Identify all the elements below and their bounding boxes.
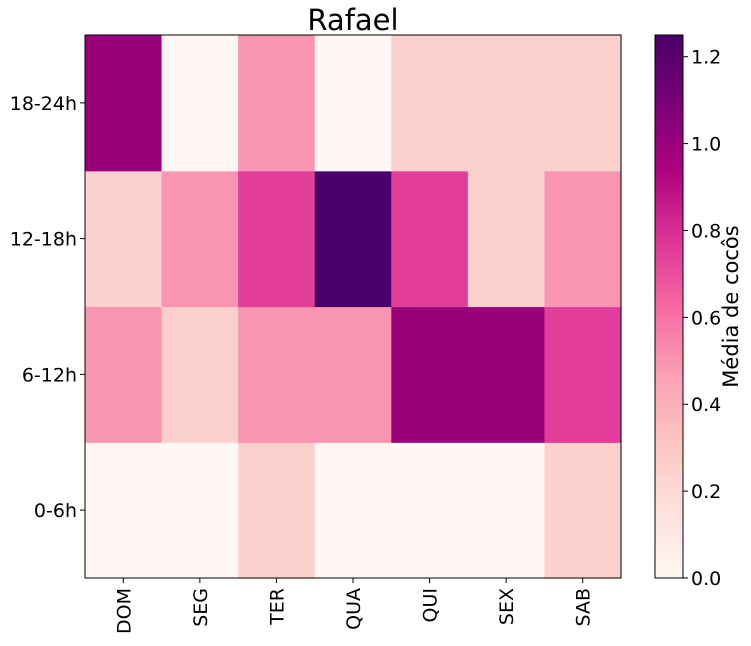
heatmap-cell-12-18h-TER — [238, 170, 316, 308]
colorbar-tick-label: 1.2 — [691, 47, 721, 69]
heatmap-cell-18-24h-SEX — [467, 35, 546, 172]
chart-title: Rafael — [307, 3, 398, 37]
heatmap-cell-0-6h-TER — [238, 442, 316, 579]
heatmap-cell-18-24h-TER — [238, 35, 316, 172]
x-tick-label: DOM — [113, 588, 135, 634]
x-tick-label: QUI — [420, 588, 442, 622]
heatmap-cell-0-6h-SEX — [467, 442, 546, 579]
heatmap-cell-12-18h-SEX — [467, 170, 546, 308]
heatmap-cell-6-12h-QUA — [314, 306, 392, 443]
heatmap-cell-12-18h-SAB — [544, 170, 622, 308]
y-tick-label: 0-6h — [34, 500, 77, 522]
heatmap-cell-18-24h-DOM — [85, 35, 163, 172]
x-tick-label: SEX — [496, 588, 518, 625]
heatmap-cell-6-12h-SAB — [544, 306, 622, 443]
colorbar-label: Média de cocôs — [719, 225, 743, 387]
y-tick-label: 12-18h — [10, 229, 77, 251]
colorbar-tick-label: 0.8 — [691, 220, 721, 242]
heatmap-cell-18-24h-SEG — [161, 35, 239, 172]
x-tick-label: SEG — [190, 588, 212, 627]
heatmap-cell-0-6h-SEG — [161, 442, 239, 579]
x-tick-label: TER — [266, 588, 288, 626]
colorbar-tick-label: 0.0 — [691, 568, 721, 590]
colorbar-tick-label: 0.4 — [691, 394, 721, 416]
heatmap-cell-0-6h-QUI — [391, 442, 469, 579]
x-tick-label: SAB — [573, 588, 595, 626]
heatmap-cell-12-18h-QUI — [391, 170, 469, 308]
heatmap-axes: DOM SEG TER QUA QUI SEX SAB 0-6h 6-12h 12-18h 18-2… — [10, 34, 622, 634]
heatmap-cell-18-24h-SAB — [544, 35, 622, 172]
y-tick-label: 18-24h — [10, 93, 77, 115]
y-tick-label: 6-12h — [22, 364, 77, 386]
heatmap-cell-6-12h-SEG — [161, 306, 239, 443]
heatmap-cell-6-12h-TER — [238, 306, 316, 443]
heatmap-cell-12-18h-SEG — [161, 170, 239, 308]
heatmap-cells — [85, 35, 622, 579]
heatmap-cell-0-6h-QUA — [314, 442, 392, 579]
heatmap-cell-0-6h-SAB — [544, 442, 622, 579]
heatmap-cell-12-18h-DOM — [85, 170, 163, 308]
colorbar-tick-label: 0.2 — [691, 481, 721, 503]
x-tick-label: QUA — [343, 588, 365, 630]
heatmap-cell-12-18h-QUA — [314, 170, 392, 308]
heatmap-cell-18-24h-QUA — [314, 35, 392, 172]
heatmap-cell-18-24h-QUI — [391, 35, 469, 172]
heatmap-cell-6-12h-QUI — [391, 306, 469, 443]
colorbar-tick-label: 1.0 — [691, 134, 721, 156]
heatmap-cell-6-12h-SEX — [467, 306, 546, 443]
colorbar-tick-label: 0.6 — [691, 307, 721, 329]
heatmap-cell-0-6h-DOM — [85, 442, 163, 579]
heatmap-cell-6-12h-DOM — [85, 306, 163, 443]
colorbar: 0.0 0.2 0.4 0.6 0.8 1.0 1.2 — [654, 34, 721, 590]
colorbar-gradient — [654, 34, 684, 579]
